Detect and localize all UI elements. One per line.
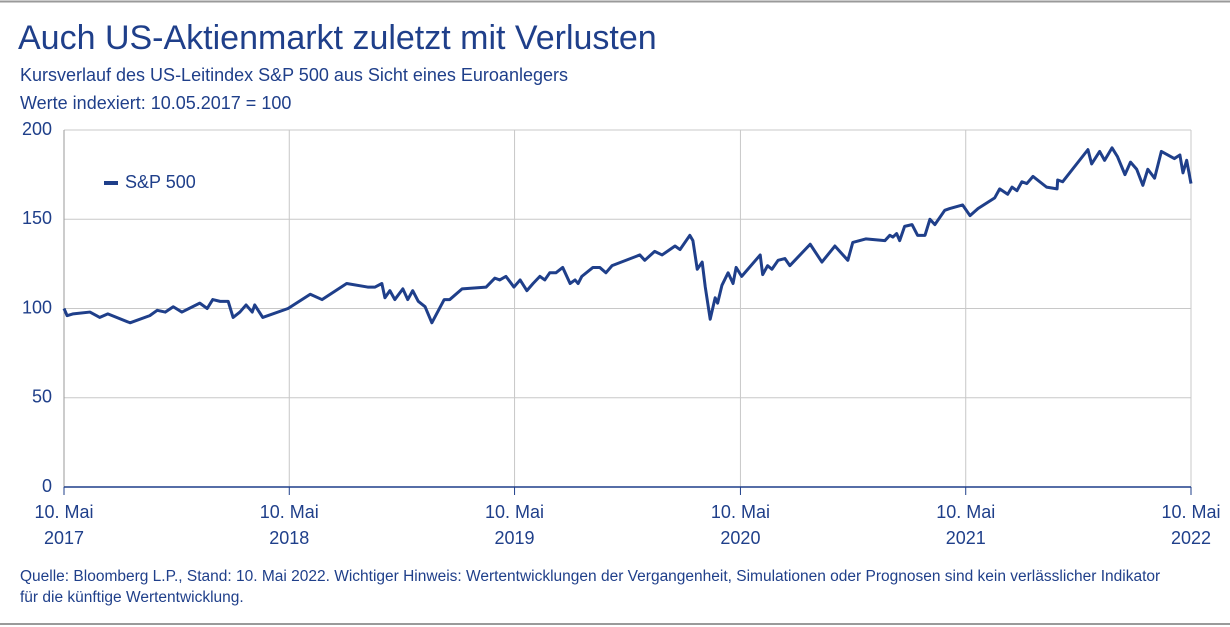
x-tick-label: 10. Mai 2018 [259, 502, 319, 548]
chart-title: Auch US-Aktienmarkt zuletzt mit Verluste… [18, 19, 657, 57]
x-tick-label: 10. Mai 2019 [485, 502, 545, 548]
x-tick-label: 10. Mai 2021 [936, 502, 996, 548]
x-tick-label: 10. Mai 2020 [710, 502, 770, 548]
data-line [62, 146, 1193, 325]
y-tick-label: 200 [22, 119, 52, 139]
y-tick-label: 150 [22, 208, 52, 228]
x-tick-label: 10. Mai 2022 [1161, 502, 1221, 548]
chart-subtitle: Kursverlauf des US-Leitindex S&P 500 aus… [20, 65, 568, 85]
y-tick-label: 100 [22, 297, 52, 317]
x-tick-label: 10. Mai 2017 [34, 502, 94, 548]
legend-label: S&P 500 [125, 172, 196, 192]
chart-subtitle: Werte indexiert: 10.05.2017 = 100 [20, 93, 291, 113]
footnote: Quelle: Bloomberg L.P., Stand: 10. Mai 2… [20, 568, 1161, 606]
y-tick-label: 0 [42, 476, 52, 496]
y-tick-label: 50 [32, 387, 52, 407]
